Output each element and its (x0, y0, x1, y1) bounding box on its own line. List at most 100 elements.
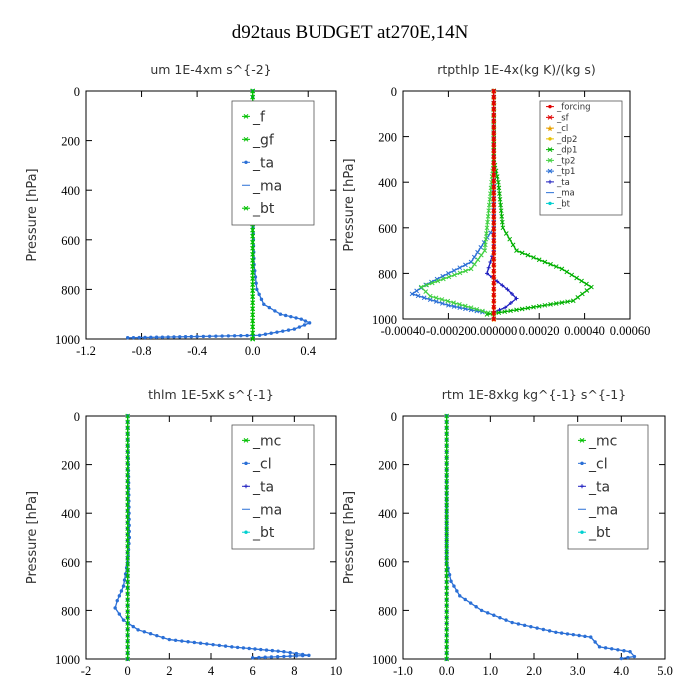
series-marker (250, 88, 256, 94)
y-tick-label: 200 (378, 131, 397, 145)
legend-entry: _cl (556, 124, 568, 134)
series-marker (250, 251, 256, 257)
series-marker (554, 630, 558, 634)
series-marker (125, 567, 131, 573)
legend-symbol (547, 125, 553, 132)
series-marker (127, 529, 131, 534)
y-tick-label: 200 (61, 135, 80, 149)
series-marker (444, 520, 450, 526)
series-marker (173, 638, 178, 642)
series-marker (485, 219, 490, 225)
series-marker (514, 307, 519, 313)
series-marker (485, 214, 491, 219)
y-tick-label: 800 (61, 283, 80, 297)
series-marker (482, 248, 488, 253)
series-marker (514, 248, 519, 253)
series-marker (492, 179, 496, 183)
series-marker (125, 472, 131, 478)
series-marker (307, 653, 311, 658)
series-marker (492, 245, 496, 249)
series-marker (247, 646, 251, 651)
series-marker (507, 236, 513, 242)
series-marker (589, 284, 594, 290)
series-marker (444, 650, 450, 656)
y-tick-label: 1000 (55, 653, 80, 667)
legend: _mc _cl _ta _ma _bt (567, 424, 649, 550)
series-marker (492, 293, 496, 297)
series-marker (137, 335, 141, 340)
series-marker (492, 137, 496, 141)
series-marker (423, 289, 429, 294)
series-marker (125, 466, 131, 472)
series-marker (444, 455, 450, 460)
x-tick-label: 0.00020 (519, 324, 560, 338)
series-marker (121, 618, 126, 622)
legend-symbol (244, 484, 248, 489)
series-mc (444, 413, 450, 662)
series-marker (441, 276, 446, 282)
series-marker (294, 651, 299, 656)
series-marker (161, 635, 165, 640)
panel-title: rtpthlp 1E-4x(kg K)/(kg s) (437, 62, 596, 77)
series-marker (468, 305, 474, 310)
series-marker (444, 632, 450, 638)
series-marker (492, 143, 496, 147)
legend-entry: _sf (556, 113, 570, 123)
y-tick-label: 1000 (372, 313, 397, 327)
y-tick-label: 0 (74, 85, 80, 99)
series-marker (505, 287, 510, 292)
series-marker (483, 236, 489, 242)
series-marker (250, 282, 256, 287)
legend-entry: _ma (252, 502, 282, 518)
series-marker (439, 301, 445, 306)
series-marker (142, 630, 147, 634)
y-tick-label: 400 (378, 507, 397, 521)
y-axis-label: Pressure [hPa] (342, 158, 357, 251)
series-marker (492, 269, 496, 273)
series-marker (492, 239, 496, 243)
legend-entry: _mc (252, 433, 281, 449)
series-marker (125, 425, 131, 431)
legend-entry: _bt (252, 525, 275, 541)
series-marker (492, 101, 496, 105)
series-marker (553, 301, 559, 306)
series-marker (492, 209, 496, 213)
series-marker (593, 640, 597, 644)
legend-symbol (243, 438, 249, 443)
series-marker (250, 294, 256, 300)
series-marker (574, 275, 580, 281)
series-marker (250, 656, 255, 660)
series-marker (579, 278, 584, 284)
series-marker (444, 561, 450, 567)
legend-entry: _cl (588, 456, 608, 472)
series-marker (497, 191, 502, 196)
y-tick-label: 800 (378, 267, 397, 281)
series-marker (474, 306, 480, 312)
series-marker (444, 615, 450, 620)
series-marker (484, 312, 490, 317)
y-tick-label: 200 (61, 459, 80, 473)
x-tick-label: 3.0 (570, 664, 586, 678)
series-marker (502, 309, 508, 315)
series-marker (230, 645, 234, 649)
series-marker (444, 627, 450, 632)
series-marker (471, 254, 477, 260)
series-marker (113, 606, 117, 610)
series-marker (125, 514, 131, 520)
series-marker (479, 608, 484, 613)
series-marker (119, 589, 124, 593)
y-tick-label: 0 (74, 410, 80, 424)
x-tick-label: -1.2 (76, 344, 96, 358)
series-marker (492, 173, 496, 177)
series-marker (444, 549, 450, 555)
series-marker (569, 272, 575, 278)
series-marker (457, 301, 462, 307)
series-marker (492, 113, 496, 117)
series-marker (125, 544, 131, 549)
series-marker (125, 656, 131, 662)
y-tick-label: 0 (391, 85, 397, 99)
series-marker (492, 89, 496, 93)
series-marker (444, 609, 450, 614)
series-marker (125, 644, 131, 650)
panel-thlm: thlm 1E-5xK s^{-1} Pressure [hPa] -2 0 2 4 6 8 1… (25, 387, 342, 678)
